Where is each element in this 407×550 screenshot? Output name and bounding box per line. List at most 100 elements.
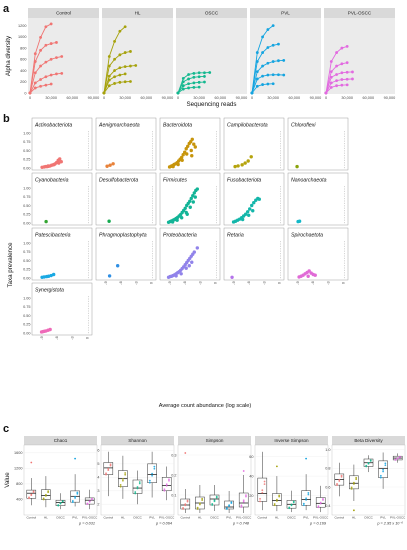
taxon-point (174, 274, 178, 278)
taxon-point (183, 206, 187, 210)
rarefaction-point (134, 64, 138, 67)
rarefaction-point (335, 79, 338, 83)
sample-point (76, 492, 79, 495)
taxon-point (186, 144, 190, 148)
rarefaction-point (129, 64, 132, 68)
x-tick-label: -3 (70, 336, 74, 339)
rarefaction-point (39, 78, 42, 81)
y-tick-label: 0.25 (23, 213, 30, 217)
rarefaction-point (261, 74, 264, 78)
category-label: HL (121, 516, 125, 520)
strip-inverse-simpson (255, 436, 328, 445)
sample-point (288, 506, 291, 509)
sample-point (109, 464, 112, 467)
sample-point (107, 469, 110, 472)
rarefaction-point (345, 70, 349, 74)
taxon-point (176, 162, 180, 167)
rarefaction-point (340, 78, 344, 81)
x-tick-label: -3 (262, 281, 266, 284)
rarefaction-point (261, 51, 264, 54)
sample-point (148, 481, 151, 484)
x-tick-label: 60,000 (363, 96, 375, 100)
strip-control (28, 8, 99, 18)
x-tick-label: 90,000 (310, 96, 322, 100)
taxon-point (175, 218, 179, 222)
sample-point (394, 458, 397, 461)
sample-point (124, 473, 127, 476)
rarefaction-point (345, 44, 349, 48)
x-tick-label: -9 (168, 281, 172, 284)
taxon-point (180, 158, 184, 162)
taxon-point (246, 159, 250, 163)
rarefaction-point (113, 39, 116, 43)
sample-point (61, 500, 64, 502)
sample-point (59, 502, 62, 504)
y-tick-label: 1600 (14, 451, 22, 455)
y-tick-label: 400 (20, 69, 26, 73)
box-pvl-oscc (161, 477, 172, 492)
rarefaction-point (176, 91, 180, 95)
rarefaction-point (197, 80, 201, 84)
y-tick-label: 0.3 (171, 453, 176, 457)
y-tick-label: 1000 (18, 35, 26, 39)
rarefaction-point (255, 84, 259, 88)
strip-shannon (101, 436, 174, 445)
category-label: PVL (72, 516, 78, 520)
strip-beta-diversity (332, 436, 405, 445)
y-tick-label: 0.75 (23, 140, 30, 144)
rarefaction-point (203, 71, 206, 75)
rarefaction-point (123, 72, 127, 76)
category-label: PVL-OSCC (236, 516, 252, 520)
sample-point (317, 505, 320, 508)
sample-point (353, 483, 355, 485)
box-pvl (378, 460, 388, 478)
x-tick-label: 0 (341, 282, 345, 284)
facet-frame-proteobacteria (159, 227, 221, 281)
taxon-point (195, 246, 200, 250)
rarefaction-point (266, 46, 270, 49)
category-label: HL (352, 516, 356, 520)
rarefaction-point (335, 84, 338, 88)
y-tick-label: 0.00 (23, 166, 30, 170)
y-tick-label: 3 (97, 489, 99, 493)
sample-point (134, 492, 137, 495)
sample-point (305, 497, 307, 500)
p-value-simpson: p = 0.748 (232, 522, 250, 526)
rarefaction-point (118, 53, 122, 57)
sample-point (153, 467, 156, 470)
x-tick-label: 0 (251, 96, 253, 100)
sample-point (278, 495, 281, 498)
sample-point (105, 472, 107, 475)
rarefaction-point (255, 51, 259, 54)
category-label: OSCC (133, 516, 143, 520)
rarefaction-point (44, 75, 48, 79)
taxon-point (230, 275, 234, 279)
taxon-point (185, 152, 189, 156)
taxon-point (58, 157, 62, 161)
box-pvl-oscc (238, 492, 249, 508)
outlier-point (276, 465, 278, 468)
x-tick-label: 0 (29, 96, 31, 100)
sample-point (45, 493, 47, 496)
sample-point (122, 478, 124, 480)
rarefaction-point (129, 50, 132, 53)
rarefaction-point (192, 81, 196, 85)
strip-label-shannon: Shannon (128, 438, 147, 443)
y-tick-label: 0.50 (23, 204, 30, 208)
x-tick-label: 90,000 (88, 96, 100, 100)
y-tick-label: 1.0 (325, 448, 330, 452)
sample-point (148, 479, 151, 482)
rarefaction-point (44, 25, 48, 29)
y-tick-label: 6 (97, 449, 99, 453)
taxon-point (307, 269, 311, 273)
sample-point (263, 483, 266, 486)
taxon-point (306, 274, 310, 278)
taxon-point (59, 160, 63, 164)
taxon-point (245, 210, 250, 214)
taxon-point (189, 140, 193, 144)
facet-frame-chloroflexi (287, 117, 349, 171)
x-tick-label: 0 (85, 337, 89, 339)
sample-point (136, 486, 139, 488)
